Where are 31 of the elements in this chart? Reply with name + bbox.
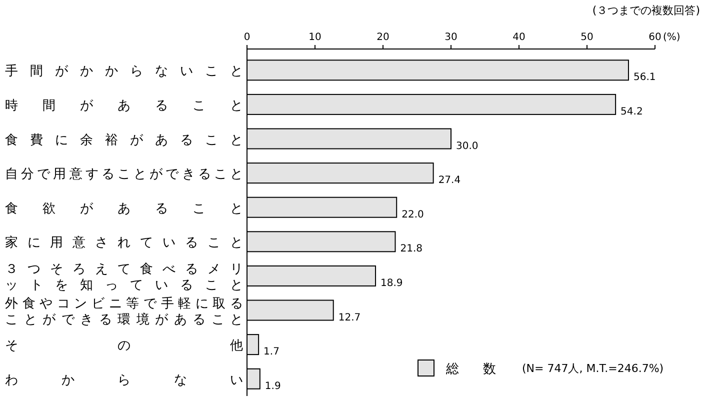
- data-label: 54.2: [620, 106, 643, 118]
- x-tick-label: 30: [444, 32, 458, 43]
- data-label: 30.0: [456, 140, 478, 152]
- y-tick-label: 食費に余裕があること: [5, 132, 243, 148]
- y-tick-label: 食欲があること: [5, 201, 243, 216]
- x-tick-label: 0: [244, 32, 250, 43]
- y-tick-label: 時間があること: [5, 98, 243, 114]
- y-tick-label: その他: [5, 338, 243, 354]
- y-tick-label: ３つそろえて食べるメリットを知っていること: [5, 262, 243, 293]
- x-axis-title: (%): [663, 32, 680, 43]
- y-tick-label: 自分で用意することができること: [5, 167, 243, 182]
- x-tick-label: 50: [580, 32, 594, 43]
- data-label: 56.1: [633, 72, 656, 84]
- x-tick-label: 10: [308, 32, 322, 43]
- x-tick-label: 60: [648, 32, 662, 43]
- y-tick-label: 外食やコンビニ等で手軽に取ることができる環境があること: [5, 296, 243, 328]
- y-tick-label: わからない: [5, 372, 243, 388]
- data-label: 22.0: [402, 209, 424, 220]
- text: (３つまでの複数回答): [592, 4, 700, 17]
- legend-label: 総数: [445, 362, 496, 377]
- data-label: 27.4: [438, 175, 461, 186]
- data-label: 12.7: [338, 312, 361, 324]
- data-label: 18.9: [380, 278, 403, 289]
- data-label: 1.9: [264, 380, 281, 392]
- x-tick-label: 40: [512, 32, 526, 43]
- y-tick-label: 家に用意されていること: [5, 234, 243, 251]
- data-label: 1.7: [264, 346, 280, 358]
- x-tick-label: 20: [376, 32, 390, 43]
- data-label: 21.8: [400, 244, 423, 255]
- annotation: (N= 747人, M.T.=246.7%): [522, 362, 664, 375]
- y-tick-label: 手間がかからないこと: [5, 64, 243, 80]
